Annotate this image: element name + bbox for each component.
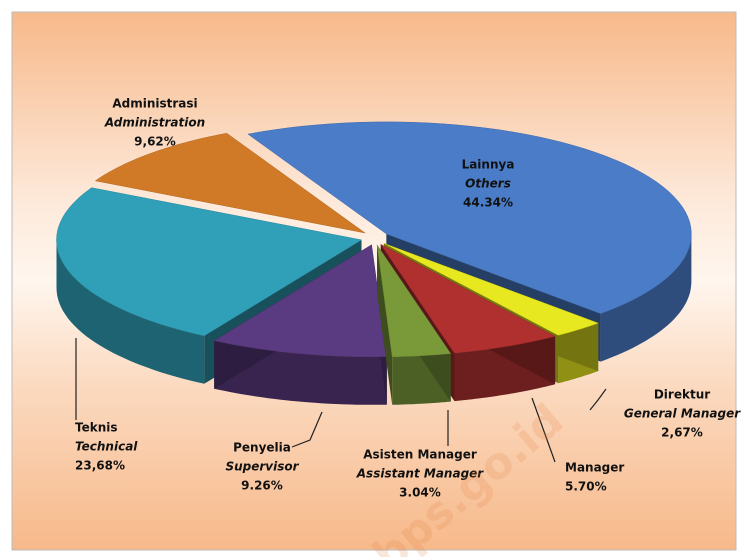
slice [94, 132, 366, 234]
value-label: 3.04% [399, 486, 441, 500]
slice-label: Penyelia [233, 441, 291, 455]
slice-label-en: Technical [75, 440, 138, 454]
slice-side [600, 233, 692, 362]
slice [213, 244, 388, 358]
slice-label-en: Others [465, 177, 511, 191]
slice-label: Manager [565, 461, 624, 475]
slice-label-en: General Manager [624, 407, 741, 421]
slice [376, 244, 452, 358]
value-label: 44.34% [463, 196, 513, 210]
value-label: 9.26% [241, 479, 283, 493]
slice-label: Teknis [75, 421, 118, 435]
slice-label-en: Administration [104, 116, 205, 130]
slice [247, 121, 692, 314]
leader-line [531, 397, 556, 463]
slice-label: Administrasi [112, 97, 197, 111]
value-label: 2,67% [661, 426, 703, 440]
labels: Lainnya Others 44.34% Direktur General Manag… [75, 97, 741, 500]
leader-line [589, 388, 607, 411]
slice [380, 244, 556, 354]
slice-label: Asisten Manager [363, 448, 477, 462]
pie [56, 121, 692, 405]
slice [56, 187, 363, 337]
leader-line [291, 411, 323, 448]
value-label: 5.70% [565, 480, 607, 494]
slice-label: Lainnya [462, 158, 515, 172]
value-label: 23,68% [75, 459, 125, 473]
slice-side [56, 239, 205, 384]
value-label: 9,62% [134, 135, 176, 149]
slice-label: Direktur [654, 388, 710, 402]
slice-wall [377, 244, 393, 405]
slice [383, 243, 599, 336]
slice-label-en: Assistant Manager [356, 467, 485, 481]
slice-label-en: Supervisor [225, 460, 299, 474]
